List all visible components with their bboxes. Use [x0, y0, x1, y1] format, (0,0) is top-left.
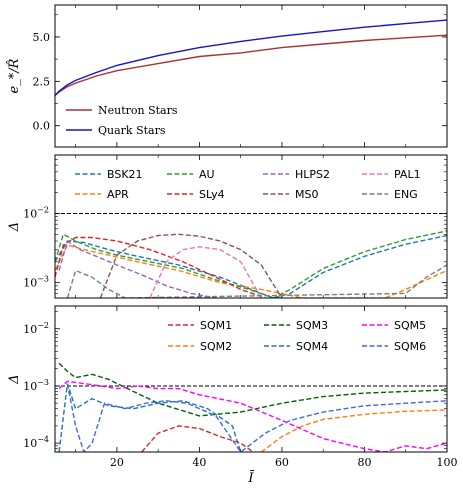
series-line-pal1 — [149, 246, 262, 298]
legend-label: Neutron Stars — [98, 104, 178, 117]
legend-label: AU — [199, 168, 215, 181]
legend-label: HLPS2 — [295, 168, 330, 181]
series-line-au — [55, 230, 447, 298]
legend-label: MS0 — [295, 188, 318, 201]
legend-label: SQM6 — [394, 340, 426, 353]
series-line-apr — [55, 244, 447, 298]
series-group — [55, 230, 447, 298]
legend-label: APR — [107, 188, 129, 201]
series-line-sly4 — [55, 236, 266, 298]
legend-label: BSK21 — [107, 168, 143, 181]
series-line-neutron-stars — [55, 34, 447, 97]
series-line-eng — [66, 264, 447, 298]
series-line-sqm3 — [58, 362, 447, 417]
y-tick-label: 10−3 — [23, 275, 49, 290]
panel-middle: 10−3 10−2Δ BSK21 APR AU SLy4 HLPS2 MS0 PAL1 ENG — [7, 154, 448, 299]
legend-label: SQM4 — [296, 340, 328, 353]
legend-label: Quark Stars — [98, 124, 166, 137]
legend-label: PAL1 — [394, 168, 421, 181]
series-line-sqm2 — [260, 409, 447, 452]
series-line-sqm1 — [141, 425, 254, 452]
series-line-quark-stars — [55, 19, 447, 96]
series-line-sqm6 — [66, 383, 447, 452]
x-tick-label: 40 — [192, 456, 206, 469]
legend-label: SQM5 — [394, 319, 426, 332]
x-tick-label: 20 — [110, 456, 124, 469]
legend: SQM1 SQM2 SQM3 SQM4 SQM5 SQM6 — [168, 319, 426, 353]
x-tick-label: 80 — [357, 456, 371, 469]
legend-label: SLy4 — [199, 188, 225, 201]
y-tick-label: 0.0 — [33, 120, 51, 133]
series-group — [58, 362, 447, 452]
x-axis-label: Ī — [247, 470, 254, 486]
series-line-sqm4 — [58, 383, 242, 452]
y-tick-label: 2.5 — [33, 75, 51, 88]
series-line-bsk21 — [55, 234, 447, 298]
legend-label: SQM3 — [296, 319, 328, 332]
panel-bottom: 20 40 60 80 10010−410−310−2ΔĪSQM1SQM2SQM3SQM… — [7, 305, 458, 486]
y-axis-label: Δ — [7, 374, 22, 384]
series-line-ms0 — [99, 233, 283, 298]
series-line-hlps2 — [58, 239, 217, 298]
panel-top: 0.0 2.5 5.0 e_*/R̂ Neutron Stars Quark Stars — [6, 4, 448, 148]
y-tick-label: 10−2 — [23, 205, 49, 220]
legend-label: ENG — [394, 188, 418, 201]
plot-frame — [54, 305, 448, 453]
plot-frame — [54, 4, 448, 148]
y-tick-label: 10−2 — [23, 321, 49, 336]
plot-frame — [54, 154, 448, 299]
y-tick-label: 10−4 — [23, 435, 49, 450]
y-axis-label: Δ — [7, 222, 22, 232]
series-group — [55, 19, 447, 97]
series-line-sqm5 — [58, 380, 447, 452]
y-axis-label: e_*/R̂ — [6, 58, 22, 93]
x-tick-label: 60 — [275, 456, 289, 469]
legend: BSK21 APR AU SLy4 HLPS2 MS0 PAL1 ENG — [75, 168, 421, 201]
legend: Neutron Stars Quark Stars — [66, 104, 178, 137]
y-tick-label: 10−3 — [23, 378, 49, 393]
legend-label: SQM2 — [200, 340, 232, 353]
x-tick-label: 100 — [437, 456, 458, 469]
legend-label: SQM1 — [200, 319, 232, 332]
y-tick-label: 5.0 — [33, 31, 51, 44]
